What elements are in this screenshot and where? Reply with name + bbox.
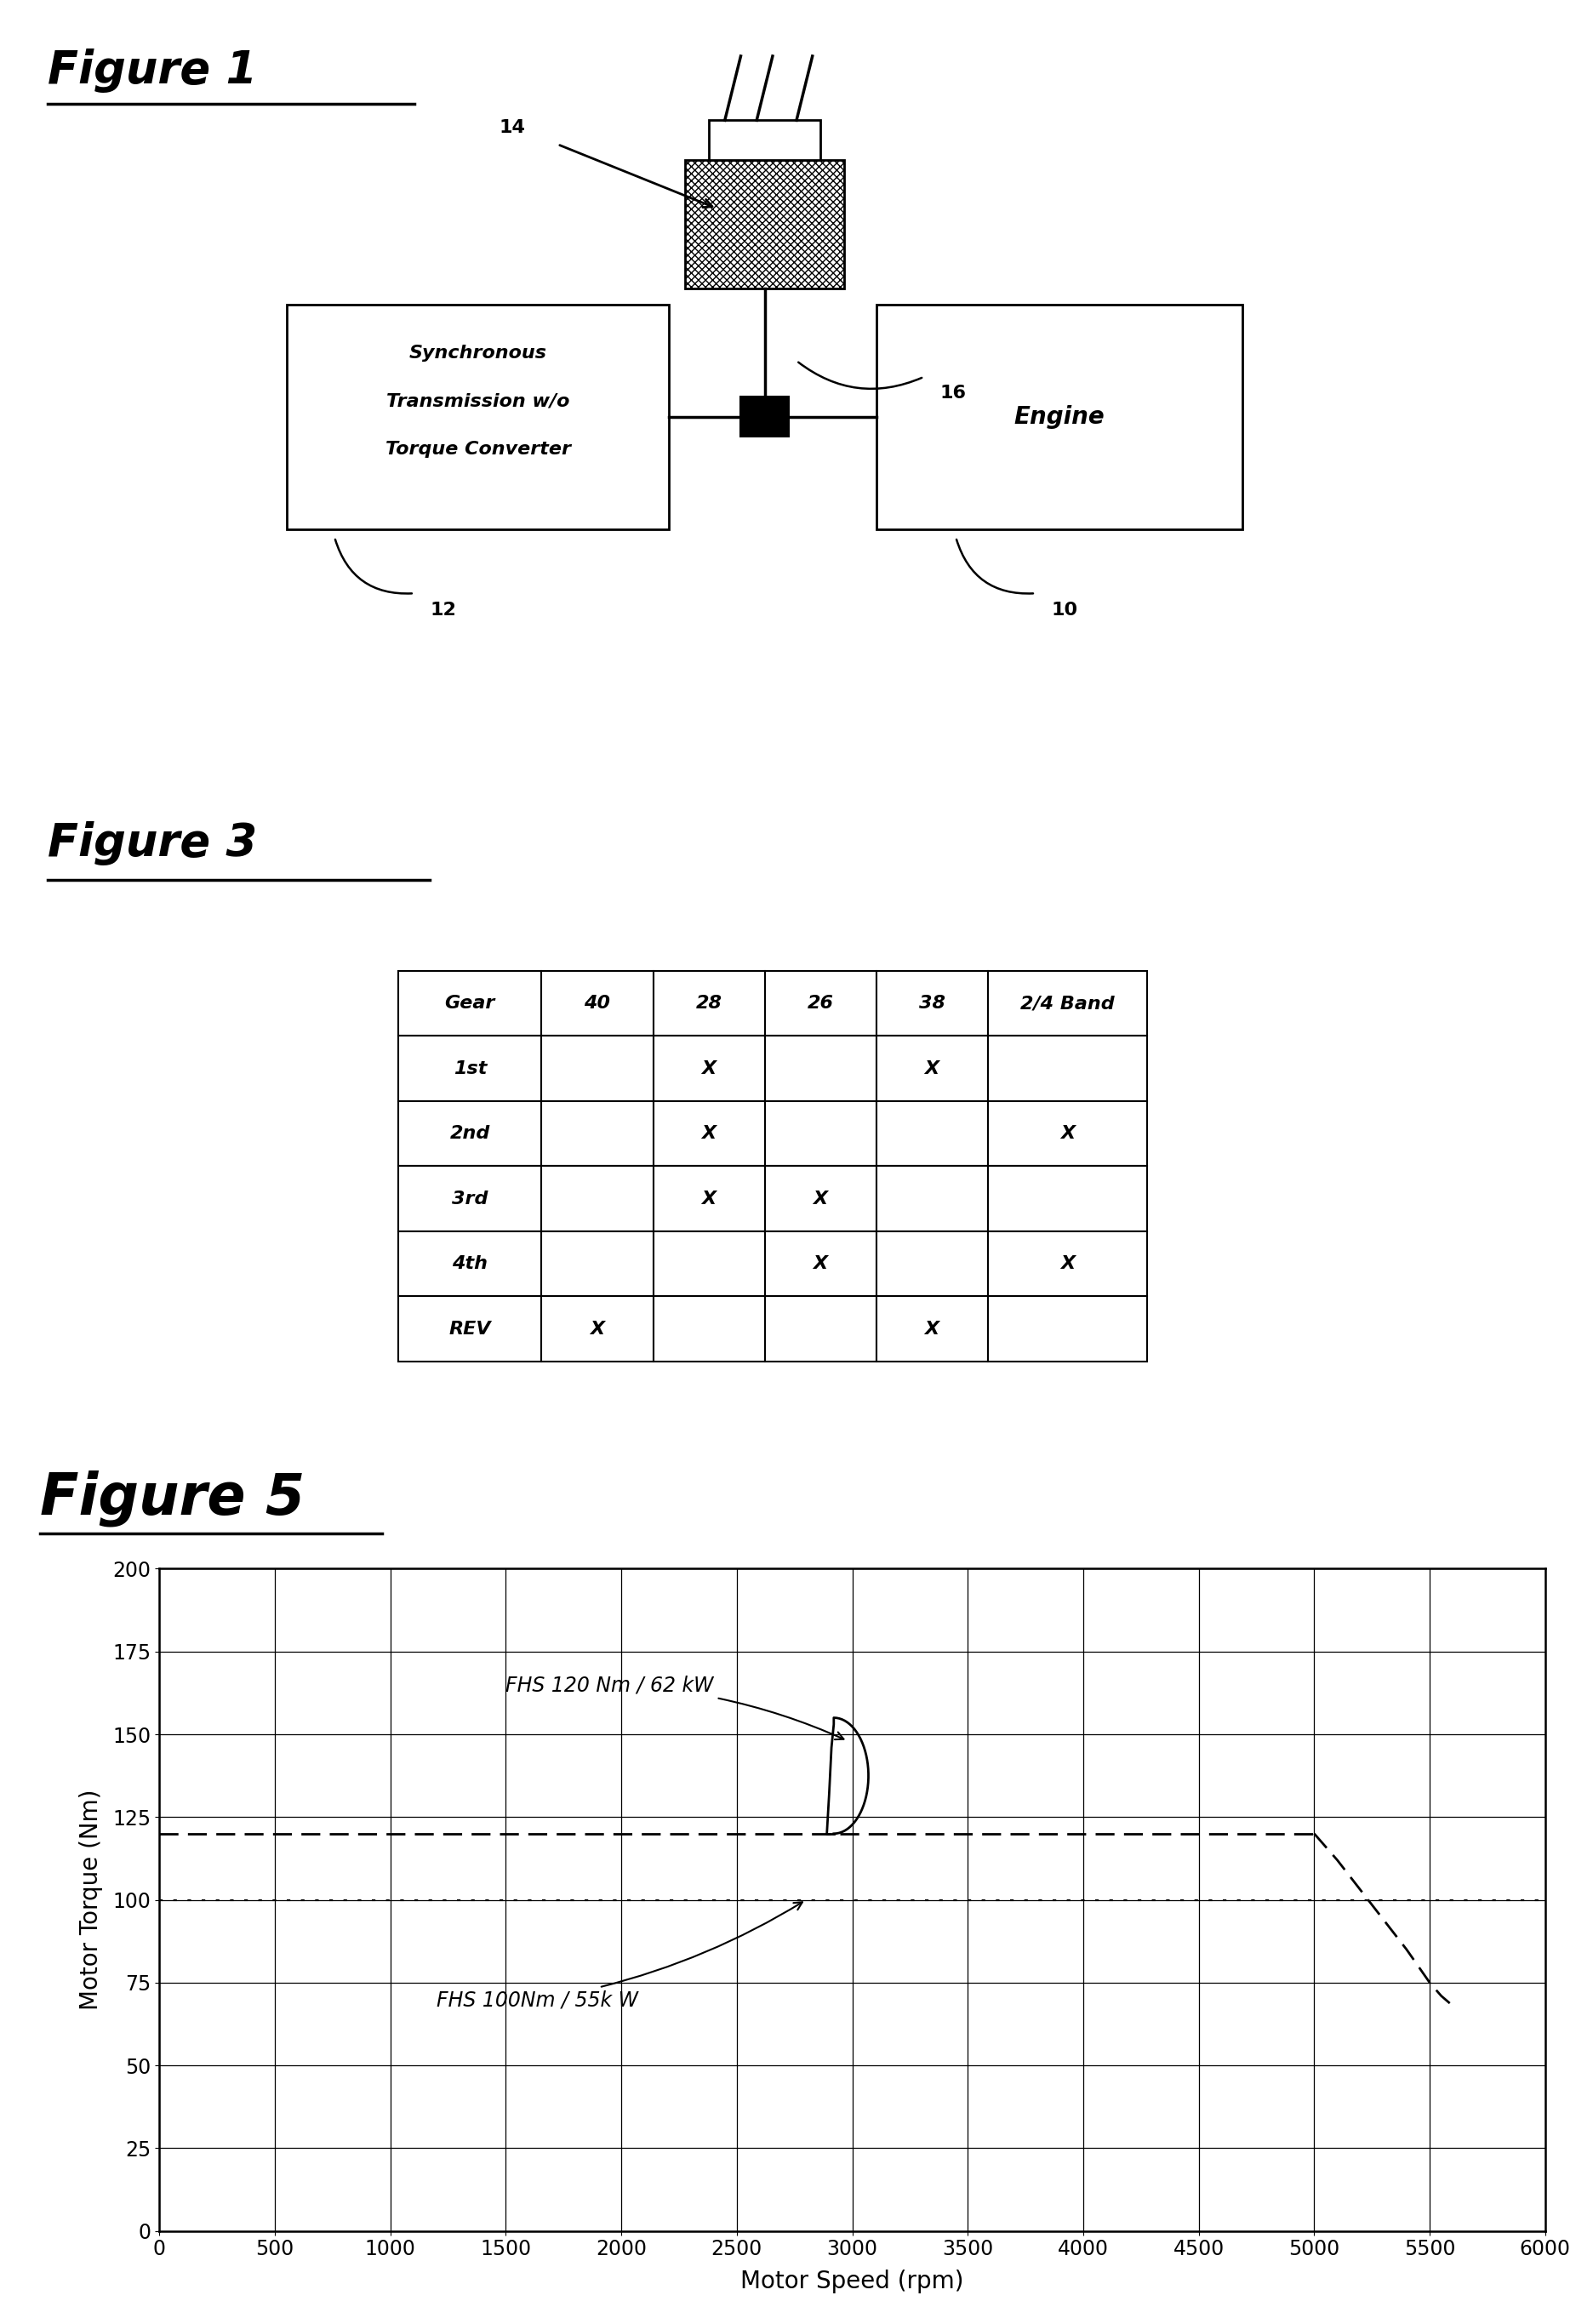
FancyBboxPatch shape [542, 1297, 653, 1362]
FancyBboxPatch shape [653, 1102, 765, 1167]
Text: X: X [701, 1190, 717, 1206]
Text: X: X [589, 1320, 605, 1336]
Text: 12: 12 [430, 602, 456, 618]
FancyBboxPatch shape [653, 1167, 765, 1232]
FancyBboxPatch shape [988, 971, 1147, 1037]
Text: 10: 10 [1051, 602, 1078, 618]
Text: 2/4 Band: 2/4 Band [1020, 995, 1115, 1011]
Text: REV: REV [449, 1320, 491, 1336]
Text: FHS 100Nm / 55k W: FHS 100Nm / 55k W [436, 1901, 803, 2010]
FancyBboxPatch shape [988, 1102, 1147, 1167]
FancyBboxPatch shape [765, 1232, 876, 1297]
Text: 40: 40 [585, 995, 610, 1011]
Text: 38: 38 [919, 995, 945, 1011]
Text: 26: 26 [808, 995, 833, 1011]
Text: X: X [1059, 1255, 1075, 1271]
Text: 3rd: 3rd [452, 1190, 487, 1206]
FancyBboxPatch shape [741, 397, 789, 437]
Y-axis label: Motor Torque (Nm): Motor Torque (Nm) [80, 1789, 104, 2010]
FancyBboxPatch shape [988, 1167, 1147, 1232]
Text: Engine: Engine [1013, 404, 1106, 430]
Text: Gear: Gear [444, 995, 495, 1011]
Text: X: X [701, 1125, 717, 1141]
FancyBboxPatch shape [765, 1167, 876, 1232]
Text: Transmission w/o: Transmission w/o [386, 393, 570, 409]
FancyBboxPatch shape [988, 1037, 1147, 1102]
Text: Figure 1: Figure 1 [48, 49, 258, 93]
FancyBboxPatch shape [709, 121, 820, 160]
FancyBboxPatch shape [653, 1037, 765, 1102]
X-axis label: Motor Speed (rpm): Motor Speed (rpm) [741, 2268, 964, 2294]
FancyBboxPatch shape [398, 1102, 542, 1167]
FancyBboxPatch shape [988, 1297, 1147, 1362]
FancyBboxPatch shape [287, 304, 669, 530]
FancyBboxPatch shape [542, 1037, 653, 1102]
FancyBboxPatch shape [876, 304, 1243, 530]
Text: Synchronous: Synchronous [409, 344, 546, 360]
Text: FHS 120 Nm / 62 kW: FHS 120 Nm / 62 kW [507, 1676, 844, 1738]
Text: X: X [701, 1060, 717, 1076]
FancyBboxPatch shape [876, 1167, 988, 1232]
FancyBboxPatch shape [542, 1102, 653, 1167]
Text: 4th: 4th [452, 1255, 487, 1271]
Text: X: X [924, 1060, 940, 1076]
Text: 2nd: 2nd [449, 1125, 491, 1141]
FancyBboxPatch shape [653, 1297, 765, 1362]
FancyBboxPatch shape [542, 971, 653, 1037]
FancyBboxPatch shape [988, 1232, 1147, 1297]
Text: 16: 16 [940, 386, 967, 402]
FancyBboxPatch shape [765, 1037, 876, 1102]
FancyBboxPatch shape [398, 1167, 542, 1232]
Text: Torque Converter: Torque Converter [386, 442, 570, 458]
FancyBboxPatch shape [876, 971, 988, 1037]
FancyBboxPatch shape [876, 1102, 988, 1167]
FancyBboxPatch shape [685, 160, 844, 288]
Text: 1st: 1st [452, 1060, 487, 1076]
Text: X: X [924, 1320, 940, 1336]
FancyBboxPatch shape [765, 971, 876, 1037]
FancyBboxPatch shape [398, 971, 542, 1037]
Text: Figure 5: Figure 5 [40, 1471, 304, 1527]
FancyBboxPatch shape [876, 1297, 988, 1362]
FancyBboxPatch shape [876, 1232, 988, 1297]
FancyBboxPatch shape [542, 1232, 653, 1297]
FancyBboxPatch shape [876, 1037, 988, 1102]
Text: Figure 3: Figure 3 [48, 820, 258, 865]
FancyBboxPatch shape [398, 1232, 542, 1297]
FancyBboxPatch shape [765, 1297, 876, 1362]
FancyBboxPatch shape [653, 971, 765, 1037]
FancyBboxPatch shape [398, 1297, 542, 1362]
FancyBboxPatch shape [542, 1167, 653, 1232]
Text: 28: 28 [696, 995, 722, 1011]
FancyBboxPatch shape [398, 1037, 542, 1102]
FancyBboxPatch shape [653, 1232, 765, 1297]
FancyBboxPatch shape [765, 1102, 876, 1167]
Text: 14: 14 [500, 119, 526, 137]
Text: X: X [812, 1190, 828, 1206]
Text: X: X [1059, 1125, 1075, 1141]
Text: X: X [812, 1255, 828, 1271]
